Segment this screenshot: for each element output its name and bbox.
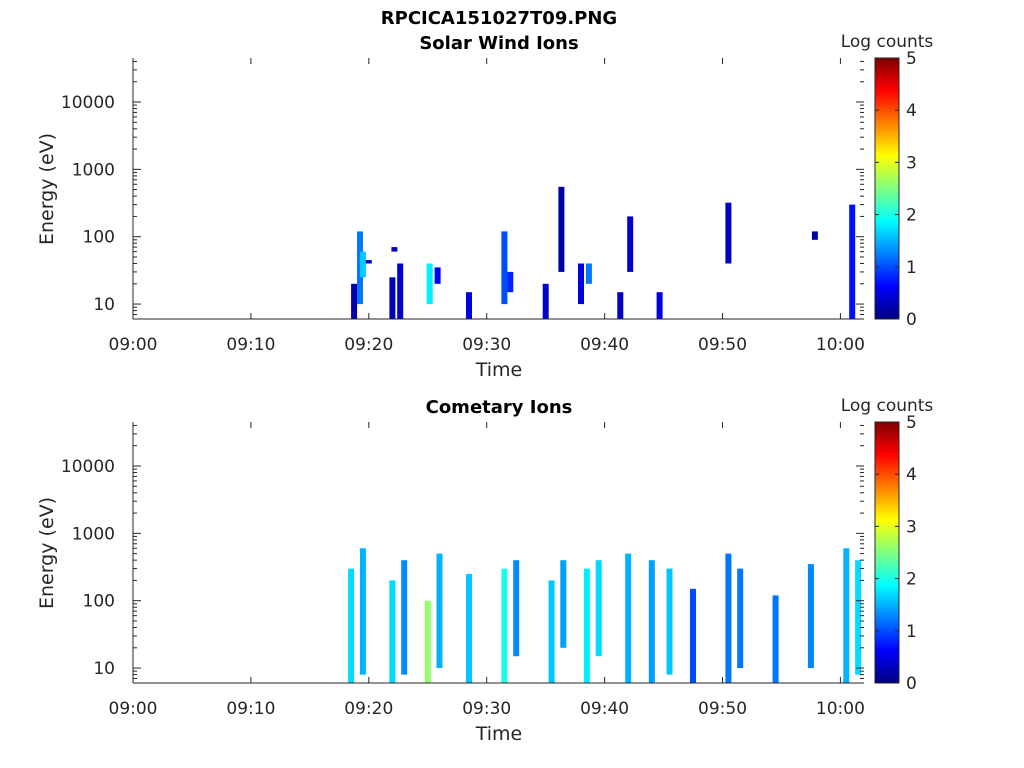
cometary-colorbar-tick-label: 0 [906,674,917,694]
solar-wind-data-cell [849,204,856,319]
cometary-ylabel: Energy (eV) [36,497,58,609]
cometary-data-cell [666,568,673,675]
solar-wind-y-tick-label: 10 [93,295,115,315]
solar-wind-data-cell [558,186,565,272]
cometary-y-tick-label: 1000 [72,524,115,544]
cometary-data-cell [548,580,555,683]
solar-wind-ylabel: Energy (eV) [36,133,58,245]
cometary-x-tick-label: 09:40 [580,699,629,719]
cometary-colorbar-tick-label: 3 [906,517,917,537]
cometary-data-cell [725,553,732,683]
cometary-colorbar-tick-label: 4 [906,465,917,485]
cometary-data-cell [583,568,590,683]
solar-wind-colorbar-tick-label: 1 [906,258,917,278]
cometary-data-cell [690,588,696,683]
solar-wind-data-cell [617,292,624,319]
cometary-colorbar-tick-label: 5 [906,413,917,433]
solar-wind-data-cell [351,283,358,319]
cometary-data-cell [436,553,443,668]
cometary-x-tick-label: 10:00 [816,699,865,719]
solar-wind-data-cell [365,260,372,264]
cometary-colorbar-tick-label: 1 [906,622,917,642]
cometary-x-tick-label: 09:30 [462,699,511,719]
cometary-data-cell [595,560,602,657]
solar-wind-plot-background [133,58,864,319]
cometary-x-tick-label: 09:10 [226,699,275,719]
panel-solar-wind: Solar Wind Ions Log counts 09:00 09:10 09:… [36,32,933,381]
cometary-data-cell [466,573,472,683]
solar-wind-data-cell [359,251,366,278]
cometary-data-cell [843,548,850,683]
cometary-data-cell [348,568,355,683]
solar-wind-title: Solar Wind Ions [419,33,578,54]
cometary-x-tick-label: 09:50 [698,699,747,719]
cometary-data-cell [560,560,567,648]
cometary-data-cell [424,600,431,683]
solar-wind-x-tick-label: 09:10 [226,335,275,355]
solar-wind-colorbar-tick-label: 0 [906,310,917,330]
solar-wind-colorbar-tick-label: 4 [906,101,917,121]
cometary-data-cell [807,564,814,669]
solar-wind-data-cell [501,231,508,305]
cometary-y-tick-label: 10 [93,659,115,679]
solar-wind-x-tick-label: 09:20 [344,335,393,355]
solar-wind-data-cell [434,267,441,284]
cometary-y-tick-label: 10000 [61,457,115,477]
solar-wind-data-cell [426,263,433,305]
solar-wind-data-cell [542,283,549,319]
cometary-data-cell [737,568,744,669]
solar-wind-x-tick-label: 09:50 [698,335,747,355]
solar-wind-data-cell [725,202,732,264]
cometary-data-cell [855,560,862,675]
solar-wind-data-cell [811,231,818,240]
solar-wind-y-tick-label: 100 [83,228,115,248]
solar-wind-data-cell [656,292,663,319]
cometary-colorbar-label: Log counts [841,396,934,416]
cometary-title: Cometary Ions [426,397,573,418]
solar-wind-xlabel: Time [475,359,523,381]
solar-wind-x-tick-label: 09:00 [109,335,158,355]
solar-wind-plot-area: 09:00 09:10 09:20 09:30 09:40 09:50 10:0010100… [61,49,917,355]
cometary-colorbar-tick-label: 2 [906,570,917,590]
cometary-plot-area: 09:00 09:10 09:20 09:30 09:40 09:50 10:0010100… [61,413,917,719]
cometary-y-tick-label: 100 [83,592,115,612]
solar-wind-colorbar-tick-label: 3 [906,153,917,173]
solar-wind-data-cell [466,292,472,319]
solar-wind-x-tick-label: 09:30 [462,335,511,355]
cometary-colorbar [874,421,900,684]
solar-wind-colorbar-tick-label: 2 [906,206,917,226]
solar-wind-colorbar-tick-label: 5 [906,49,917,69]
cometary-data-cell [648,560,655,683]
solar-wind-data-cell [397,263,404,319]
solar-wind-data-cell [391,247,398,252]
solar-wind-x-tick-label: 10:00 [816,335,865,355]
cometary-data-cell [772,595,779,683]
solar-wind-y-tick-label: 10000 [61,93,115,113]
solar-wind-data-cell [507,271,514,293]
cometary-data-cell [625,553,632,683]
cometary-plot-background [133,422,864,683]
cometary-x-tick-label: 09:00 [109,699,158,719]
cometary-data-cell [359,548,366,675]
figure-title: RPCICA151027T09.PNG [381,8,617,29]
solar-wind-colorbar-label: Log counts [841,32,934,52]
cometary-data-cell [401,560,408,675]
solar-wind-data-cell [627,216,634,272]
solar-wind-data-cell [578,263,584,305]
cometary-data-cell [389,580,396,683]
solar-wind-y-tick-label: 1000 [72,160,115,180]
panel-cometary: Cometary Ions Log counts 09:00 09:10 09:20… [36,396,933,745]
solar-wind-data-cell [389,277,396,319]
cometary-x-tick-label: 09:20 [344,699,393,719]
solar-wind-data-cell [585,263,592,284]
solar-wind-x-tick-label: 09:40 [580,335,629,355]
cometary-xlabel: Time [475,723,523,745]
cometary-data-cell [501,568,508,683]
cometary-data-cell [513,560,520,657]
solar-wind-colorbar [874,57,900,320]
